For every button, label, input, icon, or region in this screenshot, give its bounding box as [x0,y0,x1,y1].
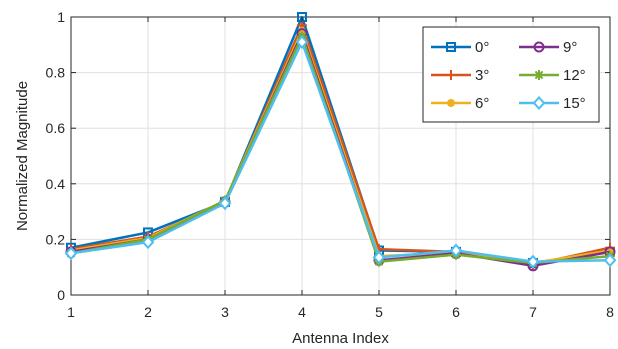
data-point [295,35,309,50]
plot-area-frame [70,16,611,296]
y-tick-label: 0 [57,287,65,303]
y-tick-label: 0.2 [46,231,66,247]
legend-label: 6° [475,95,489,112]
x-tick-label: 5 [375,304,383,320]
series-layer [64,12,617,272]
legend-item: 12° [519,67,586,84]
x-axis-label: Antenna Index [292,330,389,347]
legend-item: 6° [431,95,489,112]
x-axis-ticks: 1 2 3 4 5 6 7 8 [67,17,614,320]
y-tick-label: 0.8 [46,65,66,81]
legend-item: 9° [519,39,577,56]
legend-item: 3° [431,67,489,84]
x-tick-label: 3 [221,304,229,320]
legend-label: 15° [563,95,586,112]
data-point [603,253,617,268]
x-tick-label: 1 [67,304,75,320]
x-tick-label: 7 [529,304,537,320]
y-tick-label: 0.6 [46,120,66,136]
y-tick-label: 1 [57,9,65,25]
series-5 [64,35,617,269]
x-tick-label: 2 [144,304,152,320]
x-tick-label: 6 [452,304,460,320]
y-axis-label: Normalized Magnitude [14,81,31,231]
y-axis-ticks: 0 0.2 0.4 0.6 0.8 1 [46,9,610,303]
legend-item: 0° [431,39,489,56]
legend-swatch-marker [446,42,456,52]
data-point [526,254,540,269]
legend-swatch-marker [532,96,546,110]
legend-label: 9° [563,39,577,56]
legend: 0° 3° 6° 9° 12° 15° [422,26,600,123]
data-point [218,196,232,211]
data-point [372,250,386,265]
legend-label: 3° [475,67,489,84]
legend-label: 0° [475,39,489,56]
x-tick-label: 8 [606,304,614,320]
y-tick-label: 0.4 [46,176,66,192]
data-point [64,246,78,261]
legend-swatch-marker [533,41,545,53]
x-tick-label: 4 [298,304,306,320]
legend-swatch-marker [447,99,455,107]
data-point [141,235,155,250]
legend-label: 12° [563,67,586,84]
data-point [449,243,463,258]
legend-swatch-marker [534,70,544,80]
legend-item: 15° [519,95,586,112]
series-line [70,40,611,263]
legend-swatch-marker [446,70,456,80]
